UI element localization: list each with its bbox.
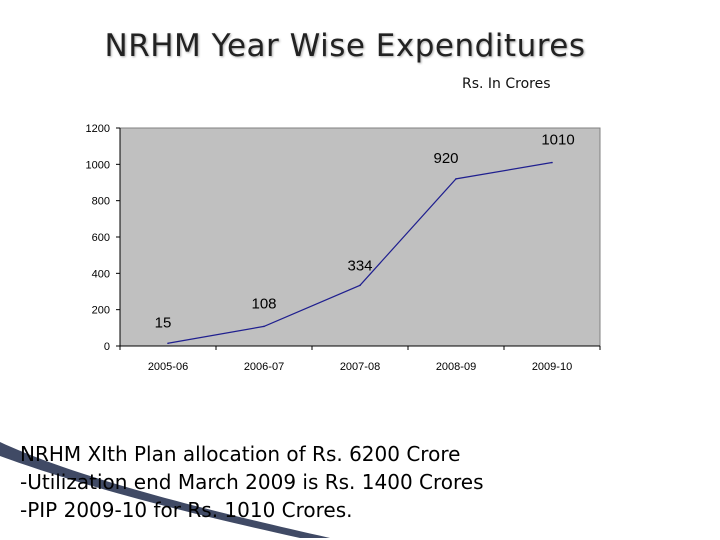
y-tick-label: 1200: [86, 123, 110, 135]
y-tick-label: 0: [104, 341, 110, 353]
expenditure-line-chart: 0 200 400 600 800 1000 1200 2005-06 2006-07 2007-…: [86, 123, 601, 373]
note-allocation: NRHM XIth Plan allocation of Rs. 6200 Cr…: [20, 442, 461, 466]
note-pip: -PIP 2009-10 for Rs. 1010 Crores.: [20, 498, 353, 522]
y-tick-label: 600: [92, 232, 110, 244]
data-label: 15: [155, 314, 172, 331]
plot-area: [119, 127, 601, 347]
x-tick-label: 2005-06: [148, 361, 188, 373]
data-point: [167, 342, 169, 345]
data-point: [359, 284, 361, 287]
y-tick-label: 200: [92, 305, 110, 317]
data-label: 1010: [541, 132, 574, 149]
note-utilization: -Utilization end March 2009 is Rs. 1400 …: [20, 470, 484, 494]
data-label: 334: [347, 257, 372, 274]
units-label: Rs. In Crores: [462, 76, 551, 92]
y-tick-label: 400: [92, 268, 110, 280]
data-label: 108: [251, 295, 276, 312]
x-tick-label: 2008-09: [436, 361, 476, 373]
data-point: [551, 161, 553, 164]
notes-block: NRHM XIth Plan allocation of Rs. 6200 Cr…: [20, 440, 484, 524]
y-tick-label: 1000: [86, 159, 110, 171]
data-point: [455, 178, 457, 180]
data-point: [263, 325, 265, 328]
x-tick-label: 2006-07: [244, 361, 284, 373]
data-label: 920: [433, 150, 458, 167]
y-tick-label: 800: [92, 196, 110, 208]
slide-title: NRHM Year Wise Expenditures: [104, 28, 586, 64]
x-tick-label: 2009-10: [532, 361, 572, 373]
x-tick-label: 2007-08: [340, 361, 380, 373]
